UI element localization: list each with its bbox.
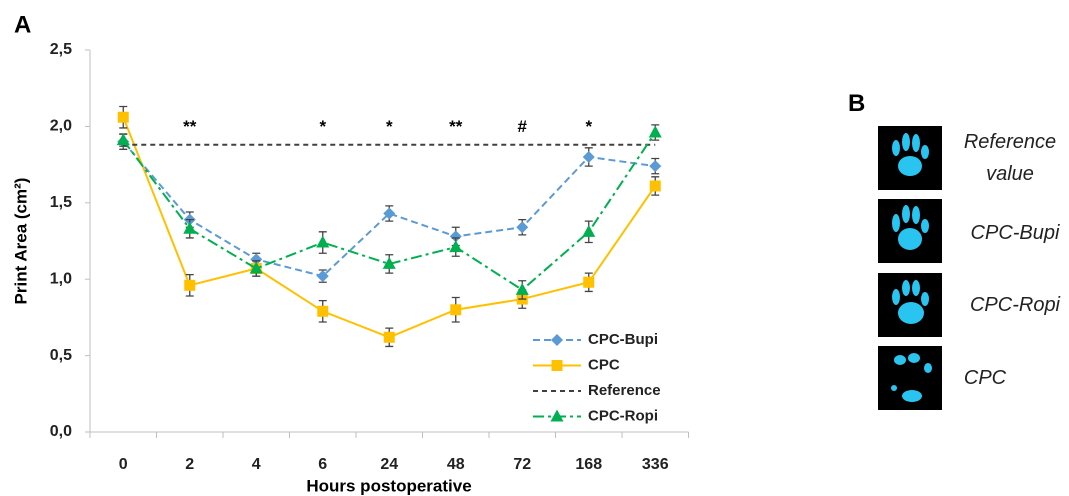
x-tick-label: 2 bbox=[185, 456, 194, 473]
paw-image bbox=[878, 346, 942, 410]
x-tick-label: 24 bbox=[380, 456, 398, 473]
paw-print bbox=[891, 353, 932, 402]
point bbox=[516, 221, 529, 234]
paw-print bbox=[892, 133, 929, 176]
y-tick-label: 0,5 bbox=[50, 347, 72, 364]
point bbox=[316, 270, 329, 283]
point bbox=[249, 261, 263, 274]
x-tick-label: 168 bbox=[575, 456, 602, 473]
point bbox=[648, 125, 662, 138]
image-label: CPC bbox=[963, 367, 1007, 389]
image-label: Reference value bbox=[963, 131, 1057, 185]
annotation: ** bbox=[449, 117, 463, 136]
legend-label: CPC-Ropi bbox=[588, 407, 658, 424]
point bbox=[551, 334, 563, 346]
point bbox=[183, 221, 197, 234]
x-tick-label: 4 bbox=[252, 456, 261, 473]
annotation: * bbox=[386, 117, 393, 136]
point bbox=[117, 111, 129, 123]
y-tick-label: 1,5 bbox=[50, 194, 72, 211]
point bbox=[551, 360, 563, 371]
y-tick-label: 2,5 bbox=[50, 41, 72, 58]
annotation: # bbox=[518, 117, 528, 136]
series bbox=[116, 124, 662, 300]
point bbox=[582, 150, 595, 163]
point bbox=[649, 160, 662, 173]
point bbox=[184, 279, 196, 291]
panel-label: B bbox=[848, 90, 866, 117]
point bbox=[649, 180, 661, 192]
annotation: ** bbox=[183, 117, 197, 136]
series-line bbox=[122, 141, 656, 278]
point bbox=[449, 230, 462, 243]
legend-label: CPC bbox=[588, 356, 620, 373]
point bbox=[550, 409, 564, 422]
series-line bbox=[122, 131, 657, 292]
point bbox=[116, 133, 130, 146]
chart: A Print Area (cm²) Hours postoperative 0… bbox=[11, 11, 689, 495]
y-tick-label: 2,0 bbox=[50, 118, 72, 135]
paw-image bbox=[878, 126, 942, 190]
y-tick-label: 0,0 bbox=[50, 423, 72, 440]
annotation: * bbox=[319, 117, 326, 136]
x-tick-label: 48 bbox=[447, 456, 465, 473]
point bbox=[383, 207, 396, 220]
image-label: CPC-Ropi bbox=[969, 294, 1061, 316]
point bbox=[383, 331, 395, 343]
x-axis-label: Hours postoperative bbox=[306, 476, 471, 495]
paw-print bbox=[892, 280, 929, 324]
legend: CPC-Bupi CPC Reference CPC-Ropi bbox=[533, 331, 661, 424]
point bbox=[316, 235, 330, 248]
panel-label: A bbox=[14, 11, 31, 38]
point bbox=[250, 253, 263, 266]
point bbox=[449, 240, 463, 253]
image-label: CPC-Bupi bbox=[970, 222, 1060, 244]
paw-print bbox=[892, 205, 929, 250]
y-tick-label: 1,0 bbox=[50, 270, 72, 287]
legend-label: Reference bbox=[588, 382, 661, 399]
point bbox=[317, 305, 329, 317]
point bbox=[583, 276, 595, 288]
x-tick-label: 6 bbox=[318, 456, 327, 473]
point bbox=[582, 224, 596, 237]
point bbox=[450, 304, 462, 316]
paw-image bbox=[878, 273, 942, 337]
series bbox=[117, 105, 661, 348]
point bbox=[515, 282, 529, 295]
x-tick-label: 0 bbox=[119, 456, 128, 473]
x-tick-label: 336 bbox=[642, 456, 669, 473]
annotation: * bbox=[585, 117, 592, 136]
point bbox=[382, 256, 396, 269]
legend-label: CPC-Bupi bbox=[588, 331, 658, 348]
x-tick-label: 72 bbox=[513, 456, 531, 473]
series-line bbox=[122, 116, 657, 339]
paw-image bbox=[878, 199, 942, 263]
y-axis-label: Print Area (cm²) bbox=[11, 178, 30, 305]
